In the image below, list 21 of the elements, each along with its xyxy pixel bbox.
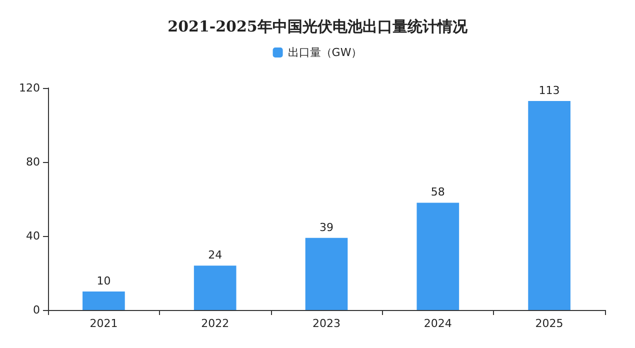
bar <box>528 100 570 310</box>
data-label: 39 <box>320 220 334 234</box>
x-tick-label: 2024 <box>424 317 452 330</box>
data-label: 10 <box>96 274 111 288</box>
x-tick-label: 2023 <box>312 317 340 330</box>
y-tick-label: 40 <box>26 230 40 242</box>
y-tick-label: 0 <box>33 304 40 316</box>
y-tick-label: 120 <box>19 82 40 94</box>
y-tick-label: 80 <box>26 156 40 168</box>
bar <box>194 266 236 310</box>
bar <box>416 202 460 310</box>
data-label: 113 <box>538 84 560 97</box>
chart-title: 2021-2025年中国光伏电池出口量统计情况 <box>168 18 468 36</box>
x-tick-label: 2022 <box>201 317 230 330</box>
x-tick-label: 2021 <box>90 317 118 330</box>
bar <box>305 238 348 310</box>
bar <box>82 292 125 310</box>
x-tick-label: 2025 <box>535 317 564 330</box>
legend-label: 出口量（GW） <box>288 46 362 59</box>
data-label: 58 <box>430 186 445 199</box>
data-label: 24 <box>208 248 222 262</box>
